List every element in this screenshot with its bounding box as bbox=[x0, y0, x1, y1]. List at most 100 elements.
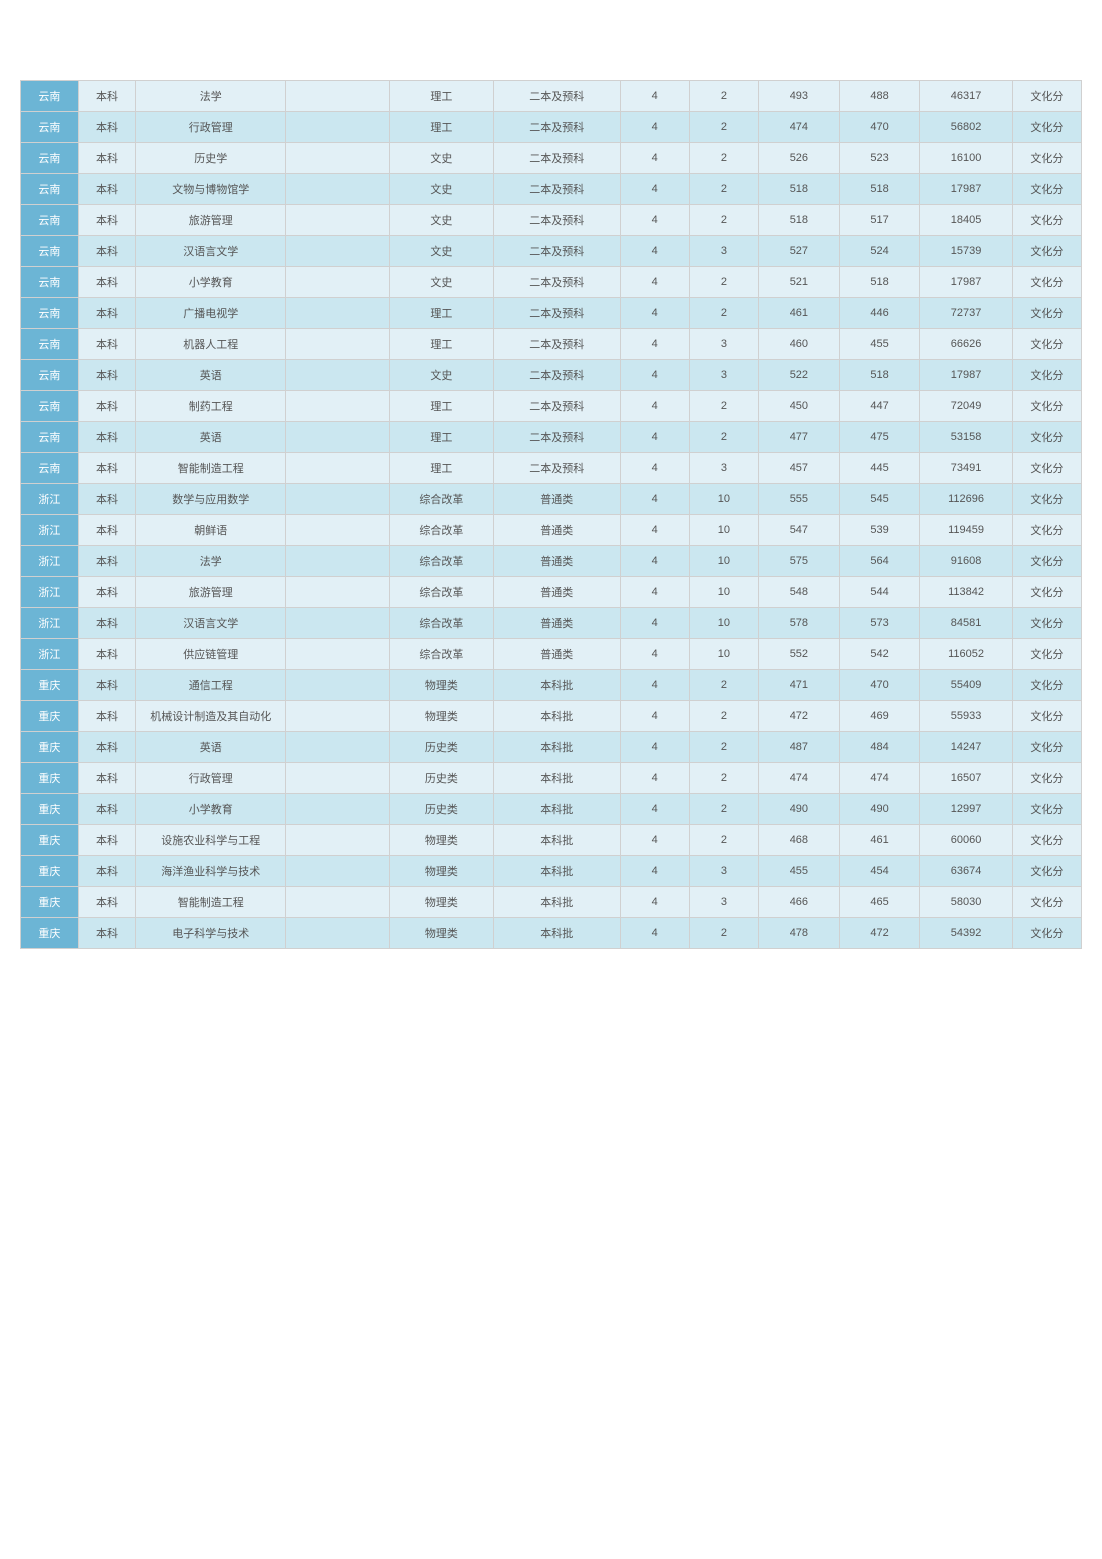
cell-maxscore: 526 bbox=[759, 143, 840, 174]
cell-category: 物理类 bbox=[390, 670, 494, 701]
cell-province: 重庆 bbox=[21, 918, 79, 949]
cell-minscore: 470 bbox=[839, 670, 920, 701]
cell-blank bbox=[286, 81, 390, 112]
cell-minscore: 488 bbox=[839, 81, 920, 112]
cell-rank: 18405 bbox=[920, 205, 1012, 236]
cell-scoretype: 文化分 bbox=[1012, 298, 1081, 329]
cell-blank bbox=[286, 887, 390, 918]
cell-minscore: 469 bbox=[839, 701, 920, 732]
table-row: 云南本科广播电视学理工二本及预科4246144672737文化分 bbox=[21, 298, 1082, 329]
cell-plan: 2 bbox=[689, 670, 758, 701]
cell-level: 本科 bbox=[78, 918, 136, 949]
table-row: 云南本科法学理工二本及预科4249348846317文化分 bbox=[21, 81, 1082, 112]
cell-blank bbox=[286, 608, 390, 639]
cell-level: 本科 bbox=[78, 81, 136, 112]
cell-level: 本科 bbox=[78, 236, 136, 267]
cell-category: 文史 bbox=[390, 174, 494, 205]
cell-scoretype: 文化分 bbox=[1012, 546, 1081, 577]
cell-scoretype: 文化分 bbox=[1012, 701, 1081, 732]
cell-rank: 17987 bbox=[920, 174, 1012, 205]
cell-category: 文史 bbox=[390, 236, 494, 267]
cell-batch: 普通类 bbox=[493, 608, 620, 639]
cell-batch: 二本及预科 bbox=[493, 360, 620, 391]
cell-years: 4 bbox=[620, 391, 689, 422]
cell-rank: 60060 bbox=[920, 825, 1012, 856]
cell-batch: 二本及预科 bbox=[493, 143, 620, 174]
cell-province: 重庆 bbox=[21, 670, 79, 701]
cell-years: 4 bbox=[620, 825, 689, 856]
table-row: 云南本科机器人工程理工二本及预科4346045566626文化分 bbox=[21, 329, 1082, 360]
cell-major: 英语 bbox=[136, 360, 286, 391]
cell-province: 浙江 bbox=[21, 577, 79, 608]
cell-blank bbox=[286, 639, 390, 670]
cell-batch: 二本及预科 bbox=[493, 422, 620, 453]
cell-major: 文物与博物馆学 bbox=[136, 174, 286, 205]
cell-level: 本科 bbox=[78, 267, 136, 298]
cell-plan: 3 bbox=[689, 453, 758, 484]
cell-minscore: 545 bbox=[839, 484, 920, 515]
cell-major: 朝鲜语 bbox=[136, 515, 286, 546]
cell-maxscore: 521 bbox=[759, 267, 840, 298]
cell-major: 行政管理 bbox=[136, 763, 286, 794]
cell-years: 4 bbox=[620, 546, 689, 577]
table-row: 浙江本科汉语言文学综合改革普通类41057857384581文化分 bbox=[21, 608, 1082, 639]
cell-maxscore: 474 bbox=[759, 112, 840, 143]
cell-category: 理工 bbox=[390, 391, 494, 422]
cell-maxscore: 477 bbox=[759, 422, 840, 453]
cell-maxscore: 460 bbox=[759, 329, 840, 360]
cell-maxscore: 552 bbox=[759, 639, 840, 670]
cell-years: 4 bbox=[620, 732, 689, 763]
cell-years: 4 bbox=[620, 918, 689, 949]
cell-category: 理工 bbox=[390, 112, 494, 143]
cell-level: 本科 bbox=[78, 608, 136, 639]
cell-rank: 16100 bbox=[920, 143, 1012, 174]
cell-blank bbox=[286, 670, 390, 701]
cell-rank: 116052 bbox=[920, 639, 1012, 670]
cell-province: 重庆 bbox=[21, 732, 79, 763]
table-row: 云南本科英语理工二本及预科4247747553158文化分 bbox=[21, 422, 1082, 453]
cell-province: 重庆 bbox=[21, 887, 79, 918]
table-row: 云南本科智能制造工程理工二本及预科4345744573491文化分 bbox=[21, 453, 1082, 484]
cell-province: 云南 bbox=[21, 422, 79, 453]
cell-batch: 二本及预科 bbox=[493, 329, 620, 360]
table-row: 重庆本科智能制造工程物理类本科批4346646558030文化分 bbox=[21, 887, 1082, 918]
cell-scoretype: 文化分 bbox=[1012, 670, 1081, 701]
cell-major: 英语 bbox=[136, 732, 286, 763]
cell-province: 重庆 bbox=[21, 763, 79, 794]
cell-province: 云南 bbox=[21, 329, 79, 360]
cell-batch: 本科批 bbox=[493, 763, 620, 794]
cell-category: 文史 bbox=[390, 143, 494, 174]
cell-scoretype: 文化分 bbox=[1012, 763, 1081, 794]
cell-maxscore: 450 bbox=[759, 391, 840, 422]
table-row: 重庆本科设施农业科学与工程物理类本科批4246846160060文化分 bbox=[21, 825, 1082, 856]
cell-level: 本科 bbox=[78, 825, 136, 856]
cell-minscore: 455 bbox=[839, 329, 920, 360]
cell-blank bbox=[286, 918, 390, 949]
cell-maxscore: 518 bbox=[759, 205, 840, 236]
cell-blank bbox=[286, 205, 390, 236]
cell-category: 理工 bbox=[390, 329, 494, 360]
cell-major: 通信工程 bbox=[136, 670, 286, 701]
table-row: 云南本科英语文史二本及预科4352251817987文化分 bbox=[21, 360, 1082, 391]
cell-minscore: 484 bbox=[839, 732, 920, 763]
cell-province: 云南 bbox=[21, 298, 79, 329]
cell-scoretype: 文化分 bbox=[1012, 391, 1081, 422]
cell-minscore: 472 bbox=[839, 918, 920, 949]
cell-blank bbox=[286, 174, 390, 205]
cell-major: 数学与应用数学 bbox=[136, 484, 286, 515]
cell-scoretype: 文化分 bbox=[1012, 360, 1081, 391]
cell-batch: 本科批 bbox=[493, 794, 620, 825]
cell-plan: 10 bbox=[689, 608, 758, 639]
table-row: 云南本科旅游管理文史二本及预科4251851718405文化分 bbox=[21, 205, 1082, 236]
cell-minscore: 465 bbox=[839, 887, 920, 918]
cell-batch: 二本及预科 bbox=[493, 453, 620, 484]
cell-minscore: 573 bbox=[839, 608, 920, 639]
cell-category: 文史 bbox=[390, 360, 494, 391]
cell-province: 云南 bbox=[21, 81, 79, 112]
cell-batch: 本科批 bbox=[493, 825, 620, 856]
cell-major: 旅游管理 bbox=[136, 577, 286, 608]
cell-rank: 58030 bbox=[920, 887, 1012, 918]
cell-minscore: 470 bbox=[839, 112, 920, 143]
cell-plan: 3 bbox=[689, 360, 758, 391]
cell-level: 本科 bbox=[78, 143, 136, 174]
